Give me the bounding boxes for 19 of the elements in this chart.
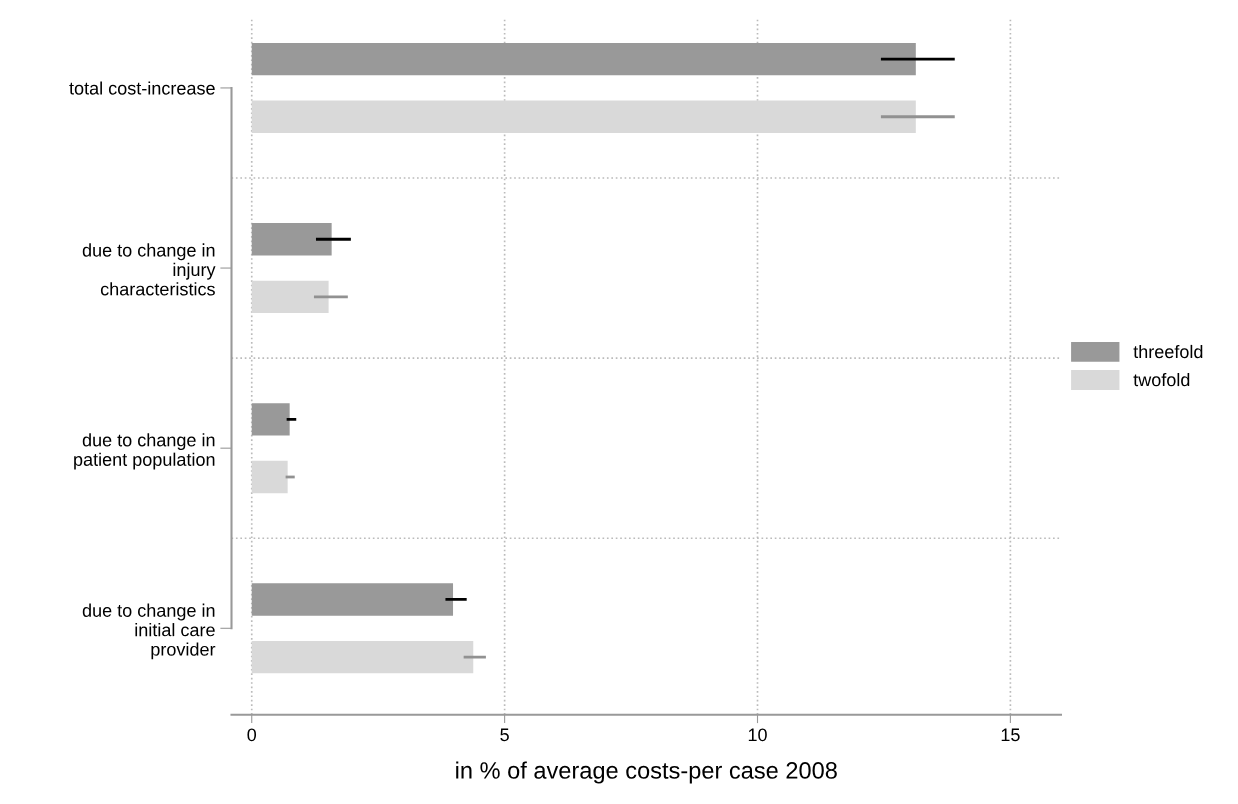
- y-tick-label: due to change in initial care provider: [82, 603, 216, 660]
- x-axis-title: in % of average costs-per case 2008: [456, 761, 837, 784]
- bar: [251, 223, 332, 256]
- bar: [251, 280, 329, 314]
- y-tick-label: due to change in injury characteristics: [82, 243, 216, 296]
- x-tick-label: 0: [247, 728, 257, 742]
- x-tick-label: 5: [500, 728, 509, 742]
- legend-label: twofold: [1133, 373, 1190, 387]
- y-tick-label: due to change in patient population: [74, 433, 215, 470]
- x-tick-label: 10: [748, 728, 767, 742]
- bar: [251, 100, 916, 133]
- bar: [251, 460, 288, 494]
- bar: [251, 403, 290, 436]
- bar: [251, 640, 474, 674]
- y-tick-label: total cost-increase: [69, 81, 215, 95]
- legend-label: threefold: [1133, 344, 1203, 359]
- x-tick-label: 15: [1001, 728, 1020, 742]
- bar: [251, 42, 916, 76]
- bar: [251, 583, 454, 616]
